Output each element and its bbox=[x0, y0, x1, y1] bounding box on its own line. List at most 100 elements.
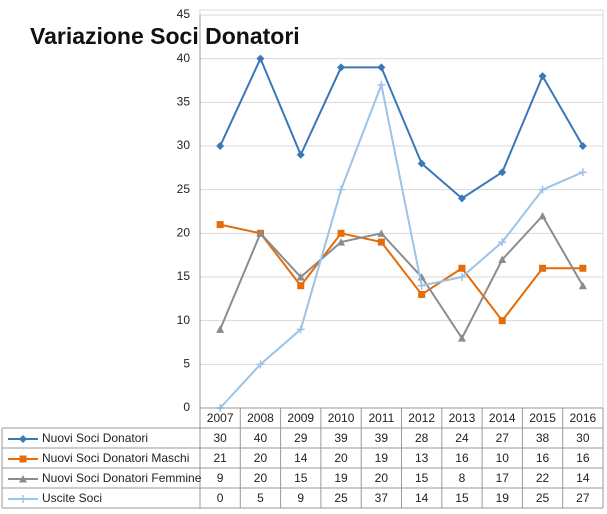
data-point bbox=[296, 150, 305, 159]
series-line bbox=[219, 81, 584, 409]
table-value: 9 bbox=[217, 471, 224, 485]
data-point bbox=[498, 317, 506, 325]
legend-label: Nuovi Soci Donatori bbox=[42, 431, 148, 445]
data-point bbox=[337, 185, 346, 194]
x-tick-label: 2016 bbox=[569, 411, 596, 425]
x-tick-label: 2015 bbox=[529, 411, 556, 425]
table-value: 30 bbox=[213, 431, 227, 445]
data-point bbox=[418, 290, 426, 298]
data-point bbox=[417, 159, 426, 168]
table-value: 5 bbox=[257, 491, 264, 505]
table-value: 37 bbox=[375, 491, 389, 505]
x-tick-label: 2007 bbox=[207, 411, 234, 425]
data-point bbox=[297, 282, 305, 290]
table-value: 8 bbox=[459, 471, 466, 485]
table-value: 39 bbox=[334, 431, 348, 445]
x-tick-label: 2012 bbox=[408, 411, 435, 425]
data-point bbox=[337, 229, 345, 237]
table-value: 0 bbox=[217, 491, 224, 505]
table-value: 22 bbox=[536, 471, 550, 485]
table-value: 39 bbox=[375, 431, 389, 445]
data-point bbox=[457, 194, 466, 203]
legend-marker bbox=[19, 455, 27, 463]
data-point bbox=[498, 255, 507, 264]
table-value: 30 bbox=[576, 431, 590, 445]
data-point bbox=[216, 221, 224, 229]
data-point bbox=[256, 54, 265, 63]
data-point bbox=[538, 185, 547, 194]
x-tick-label: 2013 bbox=[449, 411, 476, 425]
data-point bbox=[377, 238, 385, 246]
table-value: 24 bbox=[455, 431, 469, 445]
y-tick-label: 35 bbox=[177, 95, 191, 109]
table-value: 17 bbox=[496, 471, 510, 485]
data-point bbox=[337, 238, 346, 246]
table-value: 40 bbox=[254, 431, 268, 445]
table-value: 28 bbox=[415, 431, 429, 445]
table-value: 21 bbox=[213, 451, 227, 465]
data-point bbox=[457, 273, 466, 281]
table-value: 14 bbox=[415, 491, 429, 505]
table-value: 38 bbox=[536, 431, 550, 445]
data-point bbox=[538, 72, 547, 81]
x-tick-label: 2008 bbox=[247, 411, 274, 425]
legend-marker bbox=[19, 495, 27, 503]
table-value: 10 bbox=[496, 451, 510, 465]
data-point bbox=[498, 168, 507, 177]
legend-marker bbox=[19, 475, 27, 483]
table-value: 25 bbox=[334, 491, 348, 505]
data-point bbox=[539, 264, 547, 272]
data-point bbox=[458, 264, 466, 272]
table-value: 20 bbox=[375, 471, 389, 485]
data-point bbox=[256, 229, 265, 237]
table-value: 19 bbox=[334, 471, 348, 485]
chart-title: Variazione Soci Donatori bbox=[30, 23, 300, 49]
data-point bbox=[578, 168, 587, 177]
y-tick-label: 10 bbox=[177, 313, 191, 327]
y-tick-label: 45 bbox=[177, 7, 191, 21]
data-point bbox=[377, 229, 386, 237]
table-value: 27 bbox=[576, 491, 590, 505]
table-value: 20 bbox=[334, 451, 348, 465]
table-value: 15 bbox=[455, 491, 469, 505]
table-value: 20 bbox=[254, 471, 268, 485]
table-value: 20 bbox=[254, 451, 268, 465]
legend-label: Nuovi Soci Donatori Femmine bbox=[42, 471, 202, 485]
x-tick-label: 2009 bbox=[287, 411, 314, 425]
table-value: 19 bbox=[496, 491, 510, 505]
data-point bbox=[538, 211, 547, 220]
legend-marker bbox=[19, 435, 27, 443]
series-line bbox=[219, 56, 584, 200]
data-point bbox=[498, 238, 507, 247]
table-value: 15 bbox=[294, 471, 308, 485]
data-point bbox=[377, 63, 386, 72]
x-tick-label: 2014 bbox=[489, 411, 516, 425]
table-value: 15 bbox=[415, 471, 429, 485]
data-point bbox=[578, 142, 587, 150]
y-tick-label: 20 bbox=[177, 226, 191, 240]
legend-label: Nuovi Soci Donatori Maschi bbox=[42, 451, 189, 465]
y-tick-label: 30 bbox=[177, 138, 191, 152]
data-point bbox=[377, 80, 386, 89]
data-point bbox=[457, 334, 466, 342]
data-point bbox=[417, 281, 426, 290]
table-value: 16 bbox=[455, 451, 469, 465]
series-line bbox=[219, 223, 583, 323]
y-tick-label: 15 bbox=[177, 269, 191, 283]
x-tick-label: 2010 bbox=[328, 411, 355, 425]
data-point bbox=[578, 281, 587, 290]
y-tick-label: 5 bbox=[183, 357, 190, 371]
table-value: 13 bbox=[415, 451, 429, 465]
table-value: 19 bbox=[375, 451, 389, 465]
data-point bbox=[579, 264, 587, 272]
data-point bbox=[216, 142, 225, 150]
table-value: 14 bbox=[294, 451, 308, 465]
data-point bbox=[296, 325, 305, 334]
y-tick-label: 0 bbox=[183, 400, 190, 414]
series-line bbox=[219, 214, 584, 341]
table-value: 14 bbox=[576, 471, 590, 485]
table-value: 29 bbox=[294, 431, 308, 445]
data-point bbox=[296, 273, 305, 281]
data-point bbox=[216, 325, 225, 333]
